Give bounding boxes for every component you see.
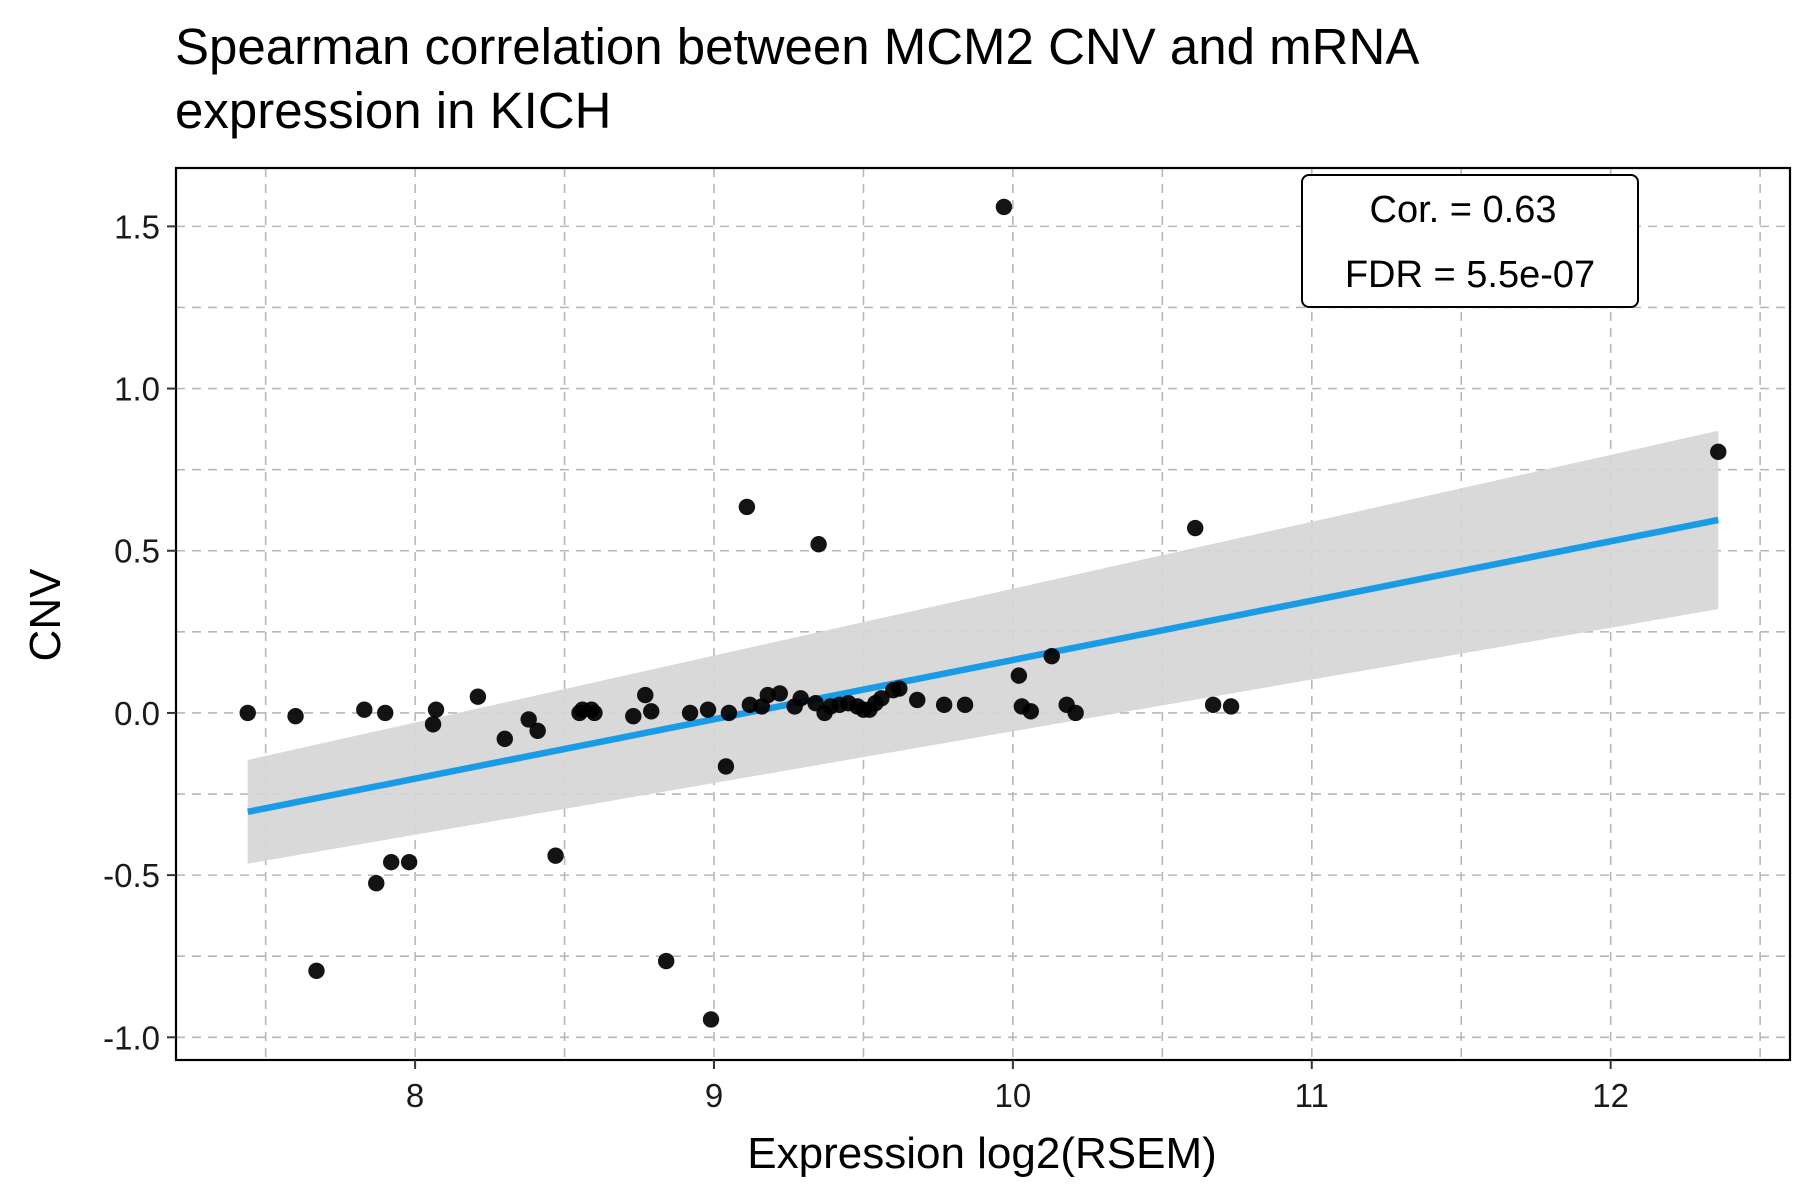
x-tick-label: 10: [995, 1077, 1032, 1114]
y-tick-label: -0.5: [103, 857, 160, 894]
y-tick-label: -1.0: [103, 1019, 160, 1056]
data-point: [657, 952, 675, 970]
data-point: [287, 707, 304, 725]
annotation-fdr: FDR = 5.5e-07: [1345, 254, 1595, 296]
data-point: [738, 498, 756, 516]
data-point: [529, 722, 546, 739]
data-point: [681, 704, 699, 722]
data-point: [637, 686, 654, 704]
data-point: [520, 711, 537, 728]
data-point: [873, 690, 890, 707]
data-point: [1043, 647, 1060, 665]
data-point: [496, 730, 513, 748]
x-tick-label: 9: [705, 1077, 723, 1114]
annotation-box: [1301, 174, 1639, 308]
plot-panel-border: [174, 166, 1792, 1062]
data-point: [891, 680, 908, 697]
data-point: [424, 716, 442, 733]
data-point: [702, 1011, 720, 1028]
y-tick-label: 0.5: [114, 533, 160, 570]
data-point: [427, 701, 445, 718]
data-point: [699, 701, 717, 718]
data-point: [586, 704, 603, 722]
y-tick-label: 1.0: [114, 371, 160, 408]
data-point: [1010, 667, 1028, 684]
confidence-band: [247, 430, 1719, 864]
data-point: [1187, 519, 1204, 537]
data-points: [239, 198, 1727, 1028]
y-tick-label: 0.0: [114, 695, 160, 732]
data-point: [1222, 698, 1240, 715]
data-point: [643, 703, 660, 720]
y-axis: -1.0 -0.5 0.0 0.5 1.0 1.5: [103, 208, 176, 1056]
y-axis-title: CNV: [21, 568, 70, 662]
chart-title-line-1: Spearman correlation between MCM2 CNV an…: [175, 18, 1419, 75]
x-tick-label: 8: [406, 1077, 424, 1114]
data-point: [383, 853, 400, 871]
x-tick-label: 11: [1295, 1077, 1329, 1114]
chart-title-line-2: expression in KICH: [175, 82, 612, 139]
data-point: [308, 962, 325, 979]
data-point: [356, 701, 373, 718]
data-point: [792, 690, 809, 707]
data-point: [810, 536, 827, 553]
x-tick-label: 12: [1592, 1077, 1629, 1114]
confidence-band-group: [247, 430, 1719, 864]
data-point: [909, 691, 926, 709]
data-point: [239, 704, 256, 722]
annotation-correlation: Cor. = 0.63: [1370, 189, 1557, 231]
data-point: [771, 685, 788, 702]
correlation-annotation: Cor. = 0.63 FDR = 5.5e-07: [1301, 174, 1639, 308]
data-point: [377, 704, 394, 722]
x-axis: 8 9 10 11 12: [406, 1060, 1629, 1114]
data-point: [935, 696, 953, 714]
data-point: [1204, 696, 1222, 714]
data-point: [625, 707, 642, 725]
data-point: [956, 696, 974, 714]
data-point: [1710, 443, 1727, 461]
x-axis-title: Expression log2(RSEM): [747, 1129, 1217, 1178]
regression-line: [247, 516, 1719, 816]
data-point: [368, 875, 385, 892]
data-point: [547, 847, 564, 864]
regression-line-group: [247, 516, 1719, 816]
data-point: [1022, 703, 1040, 720]
y-tick-label: 1.5: [114, 208, 160, 245]
data-point: [400, 853, 418, 871]
data-point: [995, 198, 1013, 216]
chart-title: Spearman correlation between MCM2 CNV an…: [175, 18, 1419, 139]
data-point: [720, 704, 738, 722]
data-point: [469, 688, 487, 705]
data-point: [741, 696, 759, 714]
data-point: [759, 686, 776, 704]
data-point: [717, 758, 735, 775]
data-point: [1067, 704, 1084, 722]
